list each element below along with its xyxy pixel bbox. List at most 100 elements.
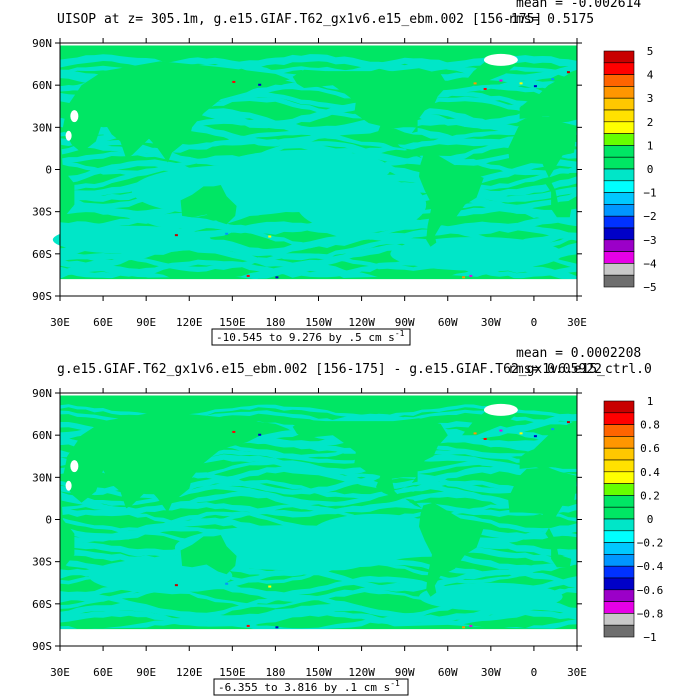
land-mass <box>180 185 237 225</box>
field-speckle <box>232 430 236 433</box>
land-mass <box>508 467 577 568</box>
field-blob <box>419 582 563 611</box>
colorbar-swatch <box>603 624 635 638</box>
y-tick-label: 0 <box>45 514 52 527</box>
land-mass <box>60 125 75 219</box>
colorbar-label: −0.2 <box>637 537 664 550</box>
missing-blob <box>483 53 518 66</box>
colorbar-swatch <box>603 86 635 99</box>
field-speckle <box>473 432 477 435</box>
field-band <box>60 252 577 272</box>
field-speckle <box>519 82 523 85</box>
colorbar-label: −4 <box>643 257 657 270</box>
colorbar-swatch <box>603 156 635 170</box>
field-blob <box>88 558 233 593</box>
colorbar-swatch <box>603 459 635 473</box>
colorbar-swatch <box>603 239 635 252</box>
colorbar-swatch <box>603 97 635 111</box>
colorbar-swatch <box>603 274 635 288</box>
panel-1: 30E 60E 90E 120E 150E 180 150W 120W 90W 60W 30W 0 30… <box>32 0 657 346</box>
panel-title: g.e15.GIAF.T62_gx1v6.e15_ebm.002 [156-17… <box>57 362 652 377</box>
missing-north-band <box>60 43 577 46</box>
y-tick-label: 90S <box>32 640 52 653</box>
field-band <box>60 243 577 270</box>
field-band <box>60 449 577 466</box>
land-mass <box>519 71 577 119</box>
y-tick-label: 90N <box>32 387 52 400</box>
colorbar-swatch <box>603 483 635 496</box>
x-tick-label: 120W <box>348 316 375 329</box>
field-speckle <box>566 71 570 74</box>
range-exponent: -1 <box>390 679 400 688</box>
y-tick-label: 90S <box>32 290 52 303</box>
panel-2: 30E 60E 90E 120E 150E 180 150W 120W 90W 60W 30W 0 30… <box>32 346 664 696</box>
field-blob <box>390 236 563 271</box>
colorbar-swatch <box>603 145 635 158</box>
range-box: -6.355 to 3.816 by .1 cm s-1 <box>213 678 409 696</box>
y-tick-label: 60N <box>32 429 52 442</box>
field-blob <box>311 513 441 554</box>
y-tick-label: 30N <box>32 471 52 484</box>
colorbar-label: −0.6 <box>637 584 664 597</box>
field-speckle <box>225 232 229 235</box>
colorbar-swatch <box>603 506 635 520</box>
x-tick-label: 90W <box>395 316 415 329</box>
range-exponent: -1 <box>395 329 405 338</box>
colorbar-swatch <box>603 495 635 508</box>
x-tick-label: 0 <box>531 666 538 679</box>
field-speckle <box>174 584 178 587</box>
land-mass <box>292 418 448 509</box>
x-tick-label: 150W <box>305 316 332 329</box>
field-speckle <box>232 80 236 83</box>
x-tick-label: 60E <box>93 666 113 679</box>
missing-blob <box>483 403 518 416</box>
missing-blob <box>65 480 72 491</box>
colorbar-label: −5 <box>643 281 656 294</box>
missing-blob <box>70 460 79 473</box>
range-box: -10.545 to 9.276 by .5 cm s-1 <box>211 328 411 346</box>
x-tick-label: 30W <box>481 316 501 329</box>
x-tick-label: 30E <box>567 316 587 329</box>
field-band <box>60 57 577 83</box>
colorbar-label: 0.2 <box>640 489 660 502</box>
field-speckle <box>462 626 466 629</box>
y-axis: 90N 60N 30N 0 30S 60S 90S <box>32 387 582 653</box>
y-tick-label: 60S <box>32 598 52 611</box>
field-speckle <box>519 432 523 435</box>
panel-title: UISOP at z= 305.1m, g.e15.GIAF.T62_gx1v6… <box>57 12 542 27</box>
field-speckle <box>258 83 262 86</box>
field-speckle <box>268 235 272 238</box>
range-box-frame <box>213 678 409 696</box>
x-tick-label: 0 <box>531 316 538 329</box>
colorbar-swatch <box>603 601 635 614</box>
colorbar-swatch <box>603 121 635 134</box>
colorbar-swatch <box>603 518 635 532</box>
field-band <box>60 526 577 544</box>
land-mass <box>508 117 577 218</box>
colorbar-swatch <box>603 109 635 123</box>
field-speckle <box>499 79 503 82</box>
field-speckle <box>275 626 279 629</box>
land-mass <box>292 68 448 159</box>
field-band <box>60 442 577 459</box>
field-speckle <box>469 624 473 627</box>
x-tick-label: 60W <box>438 316 458 329</box>
colorbar-label: −3 <box>643 234 656 247</box>
mean-label: mean = 0.0002208 <box>516 346 641 361</box>
colorbar-swatch <box>603 436 635 449</box>
colorbar: 5 4 3 2 1 0 −1 −2 −3 −4 −5 <box>603 45 657 294</box>
colorbar-swatch <box>603 554 635 567</box>
field-speckle <box>246 624 250 627</box>
x-tick-label: 120E <box>176 316 203 329</box>
x-axis: 30E 60E 90E 120E 150E 180 150W 120W 90W 60W 30W 0 30… <box>50 388 587 679</box>
field-speckle <box>473 82 477 85</box>
colorbar-swatch <box>603 613 635 626</box>
range-box-frame <box>211 328 411 346</box>
field-speckle <box>469 274 473 277</box>
field-speckle <box>268 585 272 588</box>
field-speckle <box>533 435 537 438</box>
field-band <box>60 223 577 249</box>
land-mass <box>180 535 237 575</box>
colorbar-label: 0 <box>647 513 654 526</box>
